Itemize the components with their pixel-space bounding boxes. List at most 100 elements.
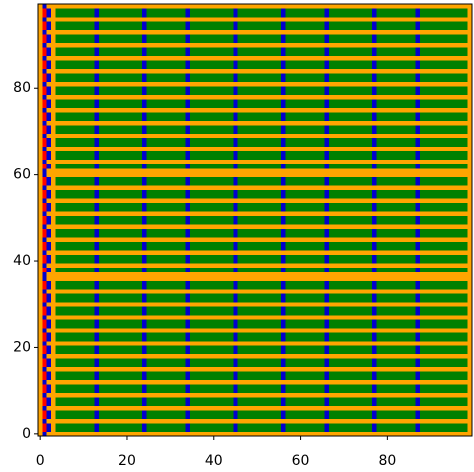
cell (341, 271, 347, 277)
cell (233, 224, 238, 229)
cell (467, 358, 473, 363)
cell (367, 418, 373, 424)
cell (307, 323, 312, 329)
cell (107, 250, 113, 255)
cell (241, 388, 247, 394)
cell (42, 237, 47, 242)
cell (111, 418, 117, 424)
cell (289, 353, 295, 359)
cell (259, 241, 264, 247)
cell (268, 384, 273, 389)
cell (142, 254, 147, 260)
cell (298, 371, 304, 376)
cell (333, 332, 338, 337)
cell (406, 284, 412, 290)
cell (124, 328, 130, 333)
cell (298, 293, 304, 299)
cell (51, 276, 56, 281)
cell (220, 332, 225, 337)
cell (211, 263, 217, 268)
cell (237, 431, 243, 437)
cell (172, 345, 178, 350)
cell (380, 353, 386, 359)
cell (389, 284, 395, 290)
cell (111, 224, 117, 229)
cell (59, 358, 65, 363)
cell (432, 336, 438, 342)
cell (419, 405, 425, 411)
cell (168, 362, 173, 368)
cell (272, 388, 277, 394)
cell (116, 310, 121, 316)
cell (281, 228, 286, 234)
cell (129, 431, 134, 437)
cell (42, 293, 47, 299)
cell (68, 410, 74, 415)
cell (94, 276, 100, 281)
cell (385, 345, 390, 350)
cell (107, 284, 113, 290)
cell (64, 388, 69, 394)
cell (437, 306, 442, 312)
cell (185, 418, 191, 424)
cell (224, 366, 230, 372)
cell (42, 397, 47, 402)
cell (59, 250, 65, 255)
cell (307, 315, 312, 320)
cell (307, 293, 312, 299)
cell (172, 315, 178, 320)
cell (285, 401, 291, 407)
cell (268, 414, 273, 420)
cell (445, 267, 451, 273)
cell (424, 414, 429, 420)
cell (281, 410, 286, 415)
cell (211, 336, 217, 342)
cell (385, 358, 390, 363)
cell (376, 228, 382, 234)
cell (406, 431, 412, 437)
cell (289, 375, 295, 381)
cell (228, 410, 234, 415)
cell (38, 241, 43, 247)
cell (398, 427, 403, 432)
cell (437, 328, 442, 333)
cell (272, 414, 277, 420)
cell (246, 310, 251, 316)
cell (411, 315, 416, 320)
cell (346, 345, 351, 350)
cell (263, 418, 269, 424)
cell (281, 284, 286, 290)
cell (458, 410, 464, 415)
cell (189, 228, 195, 234)
cell (202, 276, 208, 281)
cell (415, 297, 421, 303)
cell (367, 423, 373, 428)
cell (432, 427, 438, 432)
cell (298, 345, 304, 350)
cell (380, 267, 386, 273)
cell (237, 418, 243, 424)
cell (445, 405, 451, 411)
cell (289, 379, 295, 385)
cell (259, 431, 264, 437)
cell (103, 371, 108, 376)
cell (172, 418, 178, 424)
cell (64, 254, 69, 260)
cell (246, 431, 251, 437)
cell (302, 293, 308, 299)
cell (124, 323, 130, 329)
cell (272, 371, 277, 376)
cell (98, 358, 104, 363)
cell (341, 340, 347, 346)
cell (359, 349, 364, 355)
cell (111, 328, 117, 333)
cell (137, 258, 143, 264)
cell (215, 302, 221, 307)
cell (120, 263, 126, 268)
cell (281, 397, 286, 402)
cell (159, 315, 165, 320)
cell (81, 232, 87, 238)
cell (237, 315, 243, 320)
cell (315, 405, 321, 411)
cell (237, 280, 243, 286)
